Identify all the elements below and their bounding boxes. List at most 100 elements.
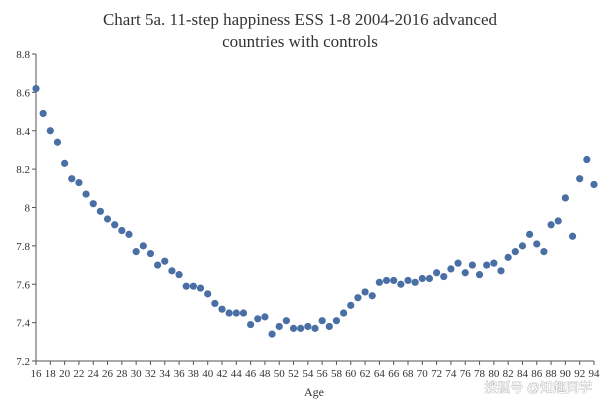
x-axis-label: Age [304, 385, 324, 399]
data-point [132, 248, 140, 256]
data-point [211, 299, 219, 308]
x-tick-label: 78 [474, 368, 486, 380]
data-point [354, 294, 362, 302]
y-tick-label: 8.8 [16, 49, 30, 61]
x-tick-label: 58 [331, 368, 343, 380]
x-tick-label: 70 [417, 368, 429, 380]
data-point [440, 272, 448, 281]
chart-title-line-1: Chart 5a. 11-step happiness ESS 1-8 2004… [103, 10, 498, 29]
data-point [254, 315, 262, 323]
x-tick-label: 62 [360, 368, 371, 380]
data-point [39, 109, 47, 118]
x-tick-label: 42 [217, 368, 228, 380]
data-point [361, 288, 369, 296]
x-tick-label: 92 [574, 368, 585, 380]
data-point [75, 178, 83, 187]
x-tick-label: 74 [445, 368, 457, 380]
data-point [175, 271, 183, 279]
x-tick-label: 34 [159, 368, 171, 380]
x-tick-label: 60 [345, 368, 357, 380]
data-point [196, 284, 205, 292]
data-point [576, 175, 584, 183]
data-point [46, 127, 54, 135]
data-point [154, 261, 162, 269]
data-point [325, 322, 333, 331]
data-point [96, 207, 104, 215]
data-point [204, 290, 212, 298]
x-tick-label: 86 [531, 368, 543, 380]
data-point [232, 309, 240, 317]
x-tick-label: 24 [88, 368, 100, 380]
x-tick-label: 22 [73, 368, 84, 380]
data-point [375, 278, 383, 286]
x-tick-label: 16 [31, 368, 43, 380]
data-point [182, 282, 190, 290]
data-point [239, 309, 248, 317]
data-point [139, 242, 147, 250]
data-point [397, 280, 405, 288]
data-point [125, 230, 133, 238]
x-tick-label: 68 [403, 368, 415, 380]
x-tick-label: 28 [116, 368, 128, 380]
data-point [390, 276, 398, 285]
data-point [146, 249, 155, 258]
x-tick-label: 52 [288, 368, 299, 380]
x-tick-label: 20 [59, 368, 71, 380]
data-point [311, 324, 319, 332]
x-tick-label: 56 [317, 368, 329, 380]
data-point [168, 267, 176, 275]
data-point [382, 276, 391, 285]
data-point [583, 155, 591, 164]
x-tick-label: 88 [546, 368, 558, 380]
x-tick-label: 32 [145, 368, 156, 380]
data-point [82, 190, 90, 198]
data-point [261, 313, 269, 321]
data-point [189, 282, 197, 290]
data-point [368, 292, 376, 300]
data-point [504, 253, 512, 261]
data-point [61, 159, 69, 167]
x-tick-label: 38 [188, 368, 200, 380]
data-point [340, 309, 348, 317]
x-tick-label: 66 [388, 368, 400, 380]
x-tick-label: 80 [488, 368, 500, 380]
x-tick-label: 94 [589, 368, 600, 380]
y-tick-label: 8 [25, 203, 31, 215]
data-point [282, 317, 290, 325]
data-point [526, 230, 534, 238]
y-tick-label: 8.6 [16, 87, 30, 99]
data-point [304, 322, 312, 331]
data-point [454, 259, 462, 267]
y-axis-ticks: 7.2 7.4 7.6 7.8 8 8.2 8.4 8.6 8.8 [16, 49, 36, 368]
data-point [425, 274, 434, 283]
x-tick-label: 54 [302, 368, 314, 380]
data-point [411, 278, 419, 286]
data-point [518, 242, 527, 250]
data-point [461, 269, 469, 277]
data-point [561, 194, 569, 202]
x-tick-label: 44 [231, 368, 243, 380]
chart-title-line-2: countries with controls [222, 32, 378, 51]
data-point [161, 257, 169, 265]
x-tick-label: 76 [460, 368, 472, 380]
data-point [490, 259, 498, 267]
watermark-text: 搜狐号 @知趣同学 [484, 380, 592, 395]
data-point [297, 324, 305, 332]
data-point [497, 267, 505, 275]
data-point [268, 330, 276, 338]
y-tick-label: 7.6 [16, 279, 30, 291]
y-tick-label: 7.2 [16, 356, 30, 368]
y-tick-label: 8.4 [16, 126, 30, 138]
x-tick-label: 64 [374, 368, 386, 380]
data-point [247, 320, 255, 329]
data-point [590, 180, 598, 189]
data-point [89, 200, 97, 208]
y-tick-label: 8.2 [16, 164, 30, 176]
data-point [347, 301, 355, 309]
data-point [433, 269, 441, 277]
data-point [218, 305, 226, 313]
data-point [111, 221, 119, 229]
x-tick-label: 48 [259, 368, 271, 380]
data-point [404, 276, 412, 285]
